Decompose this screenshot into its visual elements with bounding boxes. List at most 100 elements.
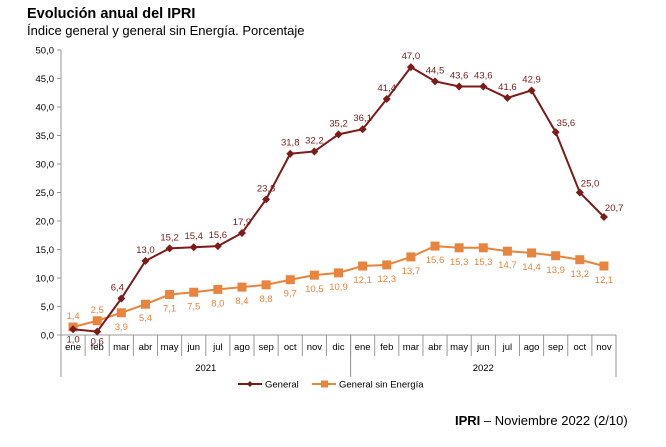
- general-data-label: 35,2: [329, 118, 348, 129]
- general-sin-energia-point: [213, 284, 223, 294]
- general-sin-energia-point: [358, 261, 368, 271]
- general-data-label: 47,0: [402, 51, 421, 62]
- general-sin-energia-point: [599, 261, 609, 271]
- x-tick-label: abr: [139, 342, 153, 353]
- x-tick-label: ene: [355, 342, 371, 353]
- general-sin-energia-point: [527, 248, 537, 258]
- general-point: [165, 244, 174, 253]
- x-tick-label: feb: [380, 342, 393, 353]
- y-tick-label: 45,0: [36, 74, 55, 85]
- general-sin-energia-point: [551, 251, 561, 261]
- general-sin-energia-data-label: 7,5: [187, 301, 200, 312]
- legend-general-marker: [247, 381, 253, 387]
- general-sin-energia-data-label: 8,0: [211, 298, 224, 309]
- y-tick-label: 20,0: [36, 217, 55, 228]
- general-sin-energia-point: [92, 316, 102, 326]
- y-tick-label: 40,0: [36, 103, 55, 114]
- chart-subtitle: Índice general y general sin Energía. Po…: [27, 23, 305, 38]
- general-point: [358, 125, 367, 134]
- general-sin-energia-point: [189, 287, 199, 297]
- general-point: [455, 82, 464, 91]
- general-sin-energia-point: [430, 241, 440, 251]
- general-sin-energia-data-label: 15,3: [474, 257, 493, 268]
- general-sin-energia-point: [309, 270, 319, 280]
- general-point: [551, 128, 560, 137]
- general-sin-energia-point: [261, 280, 271, 290]
- general-point: [503, 93, 512, 102]
- general-point: [575, 188, 584, 197]
- y-tick-label: 30,0: [36, 160, 55, 171]
- chart-title: Evolución anual del IPRI: [27, 6, 196, 22]
- general-data-label: 41,6: [498, 82, 517, 93]
- x-tick-label: jul: [212, 342, 223, 353]
- general-sin-energia-data-label: 8,8: [259, 294, 272, 305]
- general-data-label: 13,0: [136, 245, 155, 256]
- y-tick-label: 50,0: [36, 46, 55, 57]
- general-data-label: 6,4: [111, 283, 124, 294]
- general-sin-energia-point: [454, 243, 464, 253]
- general-sin-energia-data-label: 13,9: [546, 265, 565, 276]
- general-sin-energia-data-label: 15,6: [426, 255, 445, 266]
- general-sin-energia-point: [285, 275, 295, 285]
- general-data-label: 43,6: [450, 70, 469, 81]
- general-sin-energia-data-label: 15,3: [450, 257, 469, 268]
- general-sin-energia-point: [116, 308, 126, 318]
- x-tick-label: sep: [258, 342, 273, 353]
- x-tick-label: oct: [284, 342, 297, 353]
- general-point: [117, 294, 126, 303]
- general-point: [237, 228, 246, 237]
- general-sin-energia-data-label: 12,3: [378, 274, 397, 285]
- y-tick-label: 35,0: [36, 131, 55, 142]
- x-tick-label: ene: [65, 342, 81, 353]
- x-tick-label: sep: [548, 342, 563, 353]
- general-sin-energia-point: [406, 252, 416, 262]
- legend-general-label: General: [265, 380, 299, 391]
- x-tick-label: dic: [332, 342, 344, 353]
- x-tick-label: may: [161, 342, 179, 353]
- general-sin-energia-point: [140, 299, 150, 309]
- general-point: [69, 325, 78, 334]
- x-tick-label: ago: [234, 342, 250, 353]
- general-sin-energia-point: [382, 260, 392, 270]
- general-sin-energia-point: [575, 255, 585, 265]
- general-data-label: 42,9: [522, 74, 541, 85]
- general-sin-energia-data-label: 12,1: [595, 275, 614, 286]
- general-data-label: 15,6: [209, 230, 228, 241]
- y-tick-label: 0,0: [41, 331, 54, 342]
- x-tick-label: mar: [403, 342, 419, 353]
- general-sin-energia-data-label: 14,4: [522, 262, 541, 273]
- general-data-label: 15,4: [184, 231, 203, 242]
- general-sin-energia-data-label: 1,4: [66, 311, 79, 322]
- x-tick-label: nov: [307, 342, 323, 353]
- y-tick-label: 10,0: [36, 274, 55, 285]
- general-sin-energia-data-label: 7,1: [163, 304, 176, 315]
- general-sin-energia-data-label: 13,2: [571, 269, 590, 280]
- y-tick-label: 15,0: [36, 245, 55, 256]
- general-point: [527, 86, 536, 95]
- x-tick-label: jun: [476, 342, 490, 353]
- general-sin-energia-data-label: 3,9: [115, 322, 128, 333]
- general-data-label: 0,6: [91, 337, 104, 348]
- general-data-label: 43,6: [474, 70, 493, 81]
- year-group-label: 2021: [195, 363, 216, 374]
- general-data-label: 23,8: [257, 183, 276, 194]
- general-point: [262, 195, 271, 204]
- footer-text: – Noviembre 2022 (2/10): [480, 413, 628, 428]
- general-data-label: 31,8: [281, 138, 300, 149]
- general-data-label: 36,1: [353, 113, 372, 124]
- year-group-label: 2022: [473, 363, 494, 374]
- general-data-label: 44,5: [426, 65, 445, 76]
- x-tick-label: feb: [91, 342, 104, 353]
- x-tick-label: ago: [524, 342, 540, 353]
- general-data-label: 25,0: [581, 179, 600, 190]
- general-point: [286, 149, 295, 158]
- general-sin-energia-point: [502, 246, 512, 256]
- general-point: [406, 63, 415, 72]
- general-sin-energia-data-label: 14,7: [498, 260, 517, 271]
- general-data-label: 15,2: [160, 232, 179, 243]
- general-sin-energia-point: [237, 282, 247, 292]
- general-point: [599, 213, 608, 222]
- general-sin-energia-data-label: 10,9: [329, 282, 348, 293]
- general-point: [479, 82, 488, 91]
- general-data-label: 41,4: [378, 83, 397, 94]
